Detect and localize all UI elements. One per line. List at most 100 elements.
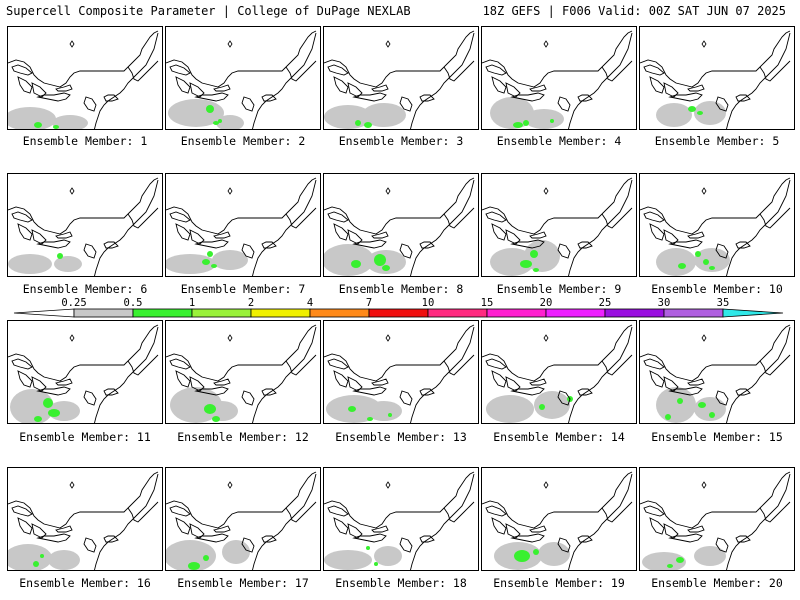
coastline xyxy=(213,525,231,533)
coastline xyxy=(324,30,475,88)
coastline xyxy=(8,30,159,88)
coastline xyxy=(213,231,231,239)
scp-shading-low xyxy=(538,542,570,566)
scp-shading-green xyxy=(514,550,530,562)
coastline xyxy=(640,30,791,88)
island-marker xyxy=(69,481,75,489)
scp-shading-low xyxy=(642,552,686,570)
coastline xyxy=(668,239,703,249)
coastline xyxy=(11,505,33,517)
ensemble-map-panel xyxy=(7,26,163,130)
scp-shading-low xyxy=(362,103,406,127)
coastline xyxy=(103,388,119,396)
map-svg xyxy=(482,30,633,129)
coastline xyxy=(169,64,191,76)
coastline xyxy=(333,223,349,241)
ensemble-map-panel xyxy=(639,320,795,424)
scp-shading-low xyxy=(48,550,80,570)
scp-shading-green xyxy=(211,264,217,268)
scp-shading-green xyxy=(374,562,378,566)
map-svg xyxy=(324,30,475,129)
coastline xyxy=(261,94,277,102)
coastline xyxy=(443,501,475,523)
coastline xyxy=(443,60,475,82)
scp-shading-green xyxy=(218,119,222,123)
coastline xyxy=(491,223,507,241)
coastline xyxy=(94,473,159,570)
scp-shading-low xyxy=(374,546,402,566)
colorbar-segment xyxy=(132,308,193,318)
island-marker xyxy=(701,187,707,195)
map-svg xyxy=(482,177,633,276)
ensemble-member-label: Ensemble Member: 3 xyxy=(338,134,464,148)
coastline xyxy=(726,473,791,570)
ensemble-member-label: Ensemble Member: 13 xyxy=(335,430,467,444)
coastline xyxy=(715,537,729,553)
ensemble-member-label: Ensemble Member: 18 xyxy=(335,576,467,590)
colorbar-tick-label: 4 xyxy=(306,297,314,309)
coastline xyxy=(261,241,277,249)
colorbar-tick-label: 25 xyxy=(598,297,612,309)
scp-shading-green xyxy=(676,557,684,563)
colorbar-segment xyxy=(368,308,429,318)
coastline xyxy=(482,471,633,529)
coastline xyxy=(410,179,475,276)
ensemble-map-panel xyxy=(323,320,479,424)
coastline xyxy=(399,390,413,406)
coastline xyxy=(640,471,791,529)
coastline xyxy=(127,501,159,523)
coastline xyxy=(491,517,507,535)
coastline xyxy=(17,76,33,94)
scp-shading-green xyxy=(677,398,683,404)
scp-shading-green xyxy=(709,266,715,270)
coastline xyxy=(55,231,73,239)
map-svg xyxy=(640,324,791,423)
scp-shading-low xyxy=(490,97,534,129)
scp-shading-low xyxy=(54,256,82,272)
coastline xyxy=(352,386,387,396)
coastline xyxy=(333,370,349,388)
coastline xyxy=(55,525,73,533)
colorbar-tick-label: 10 xyxy=(421,297,435,309)
coastline xyxy=(419,94,435,102)
coastline xyxy=(643,211,665,223)
coastline xyxy=(443,207,475,229)
coastline xyxy=(491,370,507,388)
map-svg xyxy=(640,30,791,129)
ensemble-map-panel xyxy=(7,173,163,277)
coastline xyxy=(8,177,159,235)
scp-shading-green xyxy=(212,416,220,422)
map-title: Supercell Composite Parameter | College … xyxy=(6,4,411,18)
ensemble-member-label: Ensemble Member: 7 xyxy=(180,282,306,296)
island-marker xyxy=(385,40,391,48)
island-marker xyxy=(385,334,391,342)
coastline xyxy=(36,92,71,102)
ensemble-map-panel xyxy=(639,173,795,277)
coastline xyxy=(94,179,159,276)
coastline xyxy=(419,388,435,396)
ensemble-member-label: Ensemble Member: 17 xyxy=(177,576,309,590)
coastline xyxy=(241,96,255,112)
scp-shading-low xyxy=(534,391,570,419)
map-svg xyxy=(482,471,633,570)
ensemble-map-panel xyxy=(481,26,637,130)
colorbar-tick-label: 2 xyxy=(247,297,255,309)
ensemble-member-label: Ensemble Member: 2 xyxy=(180,134,306,148)
colorbar-segment xyxy=(663,308,724,318)
ensemble-member-label: Ensemble Member: 15 xyxy=(651,430,783,444)
coastline xyxy=(352,239,387,249)
coastline xyxy=(371,231,389,239)
scp-shading-low xyxy=(524,109,564,129)
coastline xyxy=(252,179,317,276)
scp-shading-green xyxy=(665,414,671,420)
island-marker xyxy=(69,40,75,48)
coastline xyxy=(175,223,191,241)
scp-shading-low xyxy=(656,103,692,127)
map-svg xyxy=(324,471,475,570)
colorbar-segment xyxy=(427,308,488,318)
island-marker xyxy=(543,481,549,489)
scp-shading-green xyxy=(204,404,216,414)
map-svg xyxy=(166,471,317,570)
coastline xyxy=(649,370,665,388)
coastline xyxy=(327,505,349,517)
